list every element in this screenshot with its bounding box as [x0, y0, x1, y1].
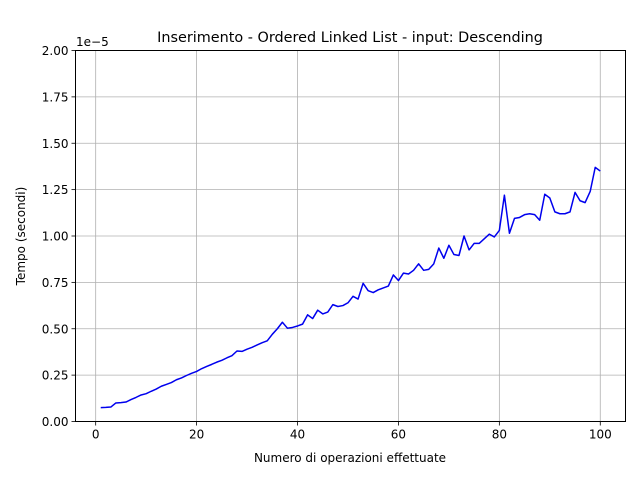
- series-line: [100, 166, 601, 409]
- y-tick-label: 0.25: [42, 369, 69, 383]
- y-tick-label: 1.50: [42, 137, 69, 151]
- y-axis-label: Tempo (secondi): [14, 187, 28, 287]
- x-axis-ticks: 0 20 40 60 80 100: [92, 421, 612, 442]
- x-tick-label: 40: [290, 428, 305, 442]
- grid: [75, 50, 626, 422]
- y-tick-label: 2.00: [42, 44, 69, 58]
- y-tick-label: 1.75: [42, 90, 69, 104]
- y-axis-ticks: 0.00 0.25 0.50 0.75 1.00 1.25 1.50 1.75 2.00: [42, 44, 76, 429]
- y-tick-label: 0.75: [42, 276, 69, 290]
- x-tick-label: 20: [189, 428, 204, 442]
- x-tick-label: 80: [492, 428, 507, 442]
- y-tick-label: 1.25: [42, 183, 69, 197]
- x-tick-label: 100: [589, 428, 612, 442]
- y-tick-label: 1.00: [42, 230, 69, 244]
- y-tick-label: 0.50: [42, 322, 69, 336]
- y-tick-label: 0.00: [42, 415, 69, 429]
- x-axis-label: Numero di operazioni effettuate: [254, 451, 446, 465]
- chart-title: Inserimento - Ordered Linked List - inpu…: [157, 30, 543, 46]
- x-tick-label: 60: [391, 428, 406, 442]
- series-layer: [100, 166, 601, 409]
- y-offset-label: 1e−5: [76, 35, 109, 49]
- x-tick-label: 0: [92, 428, 100, 442]
